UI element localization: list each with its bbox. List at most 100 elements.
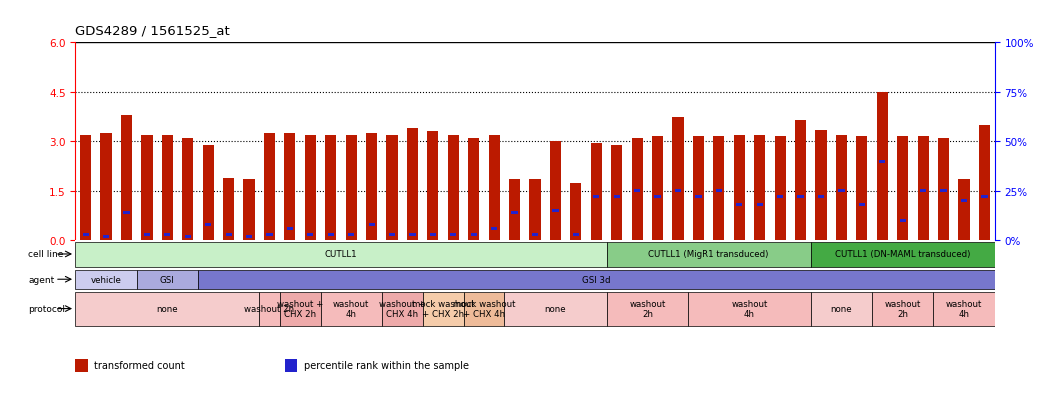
Bar <box>266 233 272 236</box>
Bar <box>716 190 722 193</box>
Bar <box>382 293 423 326</box>
Bar <box>307 233 313 236</box>
Bar <box>836 135 847 241</box>
Text: none: none <box>830 304 852 313</box>
Bar <box>348 233 354 236</box>
Bar <box>243 180 254 241</box>
Text: GDS4289 / 1561525_at: GDS4289 / 1561525_at <box>75 24 230 37</box>
Bar <box>328 233 334 236</box>
Bar <box>634 190 641 193</box>
Bar <box>693 137 704 241</box>
Bar <box>736 204 742 207</box>
Bar <box>652 137 663 241</box>
Bar <box>509 180 520 241</box>
Bar <box>958 180 970 241</box>
Bar <box>280 293 320 326</box>
Bar <box>757 204 763 207</box>
Bar <box>427 132 439 241</box>
Bar <box>124 211 130 215</box>
Text: mock washout
+ CHX 2h: mock washout + CHX 2h <box>411 299 474 318</box>
Bar <box>164 233 171 236</box>
Bar <box>346 135 357 241</box>
Bar <box>899 219 906 223</box>
Bar <box>366 134 377 241</box>
Bar <box>553 209 558 213</box>
Bar <box>940 190 946 193</box>
Bar <box>876 93 888 241</box>
Bar <box>839 190 845 193</box>
Bar <box>489 135 499 241</box>
Bar <box>471 233 476 236</box>
Bar <box>917 137 929 241</box>
Bar <box>450 233 456 236</box>
Bar <box>246 235 252 238</box>
Text: washout 2h: washout 2h <box>244 304 294 313</box>
Text: washout +
CHX 4h: washout + CHX 4h <box>379 299 425 318</box>
Text: washout
4h: washout 4h <box>945 299 982 318</box>
Bar <box>184 235 191 238</box>
Bar <box>810 293 872 326</box>
Bar <box>182 139 194 241</box>
Bar <box>205 223 211 227</box>
Text: GSI: GSI <box>160 275 175 284</box>
Bar <box>859 204 865 207</box>
Bar <box>491 227 497 230</box>
Bar <box>606 242 810 268</box>
Bar <box>818 196 824 199</box>
Bar <box>448 135 459 241</box>
Text: CUTLL1 (DN-MAML transduced): CUTLL1 (DN-MAML transduced) <box>836 250 971 259</box>
Bar <box>713 137 725 241</box>
Text: none: none <box>156 304 178 313</box>
Bar <box>260 293 280 326</box>
Bar <box>468 139 480 241</box>
Bar <box>137 270 198 290</box>
Bar <box>571 183 581 241</box>
Text: washout +
CHX 2h: washout + CHX 2h <box>276 299 324 318</box>
Text: GSI 3d: GSI 3d <box>582 275 610 284</box>
Bar <box>775 137 785 241</box>
Bar <box>981 196 987 199</box>
Bar <box>734 135 744 241</box>
Text: vehicle: vehicle <box>91 275 121 284</box>
Bar <box>320 293 382 326</box>
Bar <box>388 233 395 236</box>
Bar <box>777 196 783 199</box>
Text: none: none <box>544 304 566 313</box>
Bar <box>550 142 561 241</box>
Bar <box>631 139 643 241</box>
Text: CUTLL1: CUTLL1 <box>325 250 357 259</box>
Bar <box>103 235 109 238</box>
Bar <box>287 227 293 230</box>
Bar <box>530 180 540 241</box>
Bar <box>654 196 661 199</box>
Bar <box>120 116 132 241</box>
Text: transformed count: transformed count <box>94 361 185 370</box>
Bar <box>409 233 416 236</box>
Bar <box>614 196 620 199</box>
Bar <box>897 137 909 241</box>
Bar <box>591 144 602 241</box>
Bar <box>285 134 295 241</box>
Bar <box>512 211 517 215</box>
Bar <box>264 134 275 241</box>
Bar <box>979 126 990 241</box>
Text: washout
4h: washout 4h <box>731 299 767 318</box>
Bar <box>464 293 505 326</box>
Bar <box>369 223 375 227</box>
Bar <box>933 293 995 326</box>
Bar <box>798 196 804 199</box>
Bar <box>920 190 927 193</box>
Text: washout
2h: washout 2h <box>885 299 921 318</box>
Bar <box>675 190 682 193</box>
Bar <box>611 145 622 241</box>
Bar <box>532 233 538 236</box>
Bar <box>223 178 235 241</box>
Bar <box>505 293 606 326</box>
Bar <box>429 233 436 236</box>
Bar <box>75 270 137 290</box>
Bar <box>872 293 933 326</box>
Bar <box>961 199 967 203</box>
Bar <box>695 196 701 199</box>
Bar <box>326 135 336 241</box>
Bar <box>594 196 599 199</box>
